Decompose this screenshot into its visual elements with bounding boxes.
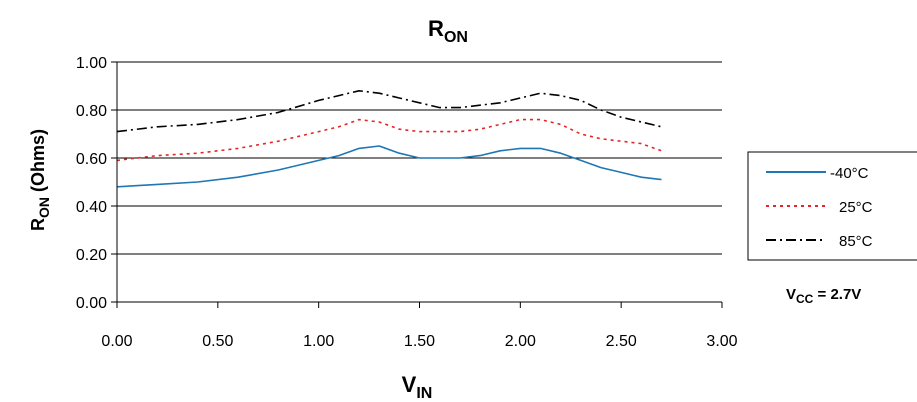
y-tick-label-3: 0.60: [76, 151, 107, 168]
x-tick-label-2: 1.00: [303, 333, 334, 350]
legend-label-1: -40°C: [830, 165, 869, 182]
series-group: [116, 90, 662, 188]
x-tick-label-1: 0.50: [202, 333, 233, 350]
vcc-annotation: VCC = 2.7V: [786, 286, 861, 306]
legend-box: [747, 151, 917, 261]
x-tick-label-3: 1.50: [404, 333, 435, 350]
x-tick-label-6: 3.00: [706, 333, 737, 350]
series-line-2: [116, 118, 662, 162]
x-tick-label-5: 2.50: [606, 333, 637, 350]
x-tick-label-4: 2.00: [505, 333, 536, 350]
y-tick-label-5: 1.00: [76, 55, 107, 72]
y-tick-label-2: 0.40: [76, 199, 107, 216]
y-tick-label-1: 0.20: [76, 247, 107, 264]
chart-title: RON: [428, 16, 468, 46]
x-axis-label: VIN: [402, 372, 433, 402]
series-line-1: [116, 145, 662, 188]
legend-label-2: 25°C: [839, 199, 873, 216]
legend-label-3: 85°C: [839, 233, 873, 250]
y-axis-label: RON (Ohms): [28, 129, 52, 231]
y-tick-label-0: 0.00: [76, 295, 107, 312]
legend: -40°C 25°C 85°C: [747, 151, 917, 261]
y-tick-label-4: 0.80: [76, 103, 107, 120]
x-tick-label-0: 0.00: [101, 333, 132, 350]
axes: 0.00 0.20 0.40 0.60 0.80 1.00 0.00 0.50 1.00 1.50…: [76, 55, 738, 350]
series-line-3: [116, 90, 662, 133]
